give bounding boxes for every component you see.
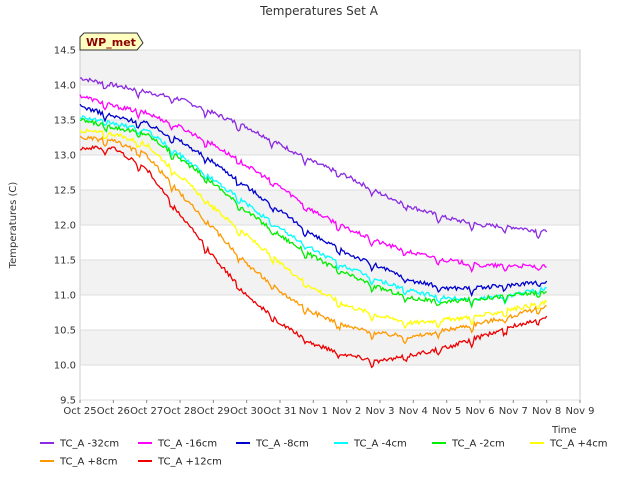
y-tick-label: 14.0 — [54, 81, 76, 92]
legend-label: TC_A +8cm — [59, 457, 118, 468]
x-tick-label: Oct 28 — [163, 406, 196, 417]
y-tick-label: 12.0 — [54, 221, 76, 232]
y-axis-ticks: 9.5 10.0 10.5 11.0 11.5 12.0 12.5 13.0 13.5 14.0 1… — [54, 46, 76, 407]
x-tick-label: Nov 3 — [365, 406, 394, 417]
y-tick-label: 11.5 — [54, 256, 76, 267]
legend-label: TC_A +4cm — [549, 439, 608, 450]
x-tick-label: Nov 8 — [532, 406, 561, 417]
y-tick-label: 13.0 — [54, 151, 76, 162]
x-tick-label: Oct 31 — [263, 406, 296, 417]
x-tick-label: Oct 27 — [130, 406, 163, 417]
series-line-tc-a-32cm — [80, 77, 548, 240]
x-tick-label: Nov 5 — [432, 406, 461, 417]
series-line-tc-a-4cm — [79, 128, 548, 330]
x-tick-label: Nov 6 — [465, 406, 494, 417]
chart-title: Temperatures Set A — [259, 4, 379, 18]
x-axis-label: Time — [551, 425, 576, 436]
y-tick-label: 12.5 — [54, 186, 76, 197]
grid-band — [80, 120, 580, 155]
x-tick-label: Oct 25 — [63, 406, 96, 417]
badge-shape — [79, 32, 144, 51]
x-tick-label: Oct 30 — [230, 406, 263, 417]
legend-label: TC_A -2cm — [451, 439, 505, 450]
x-tick-label: Nov 2 — [332, 406, 361, 417]
legend: TC_A -32cm TC_A -16cm TC_A -8cm TC_A -4cm TC… — [40, 439, 608, 468]
y-tick-label: 10.5 — [54, 326, 76, 337]
y-tick-label: 11.0 — [54, 291, 76, 302]
x-tick-label: Nov 4 — [399, 406, 428, 417]
y-tick-label: 14.5 — [54, 46, 76, 57]
series-line-tc-a-12cm — [79, 145, 548, 369]
series-lines — [79, 77, 548, 369]
legend-label: TC_A -16cm — [157, 439, 217, 450]
legend-label: TC_A -4cm — [353, 439, 407, 450]
wp-met-badge: WP_met — [79, 32, 144, 51]
legend-label: TC_A -32cm — [59, 439, 119, 450]
y-tick-label: 9.5 — [60, 396, 76, 407]
series-line-tc-a-8cm — [79, 103, 548, 298]
y-tick-label: 13.5 — [54, 116, 76, 127]
grid-band — [80, 330, 580, 365]
y-axis-label: Temperatures (C) — [8, 182, 19, 270]
series-line-tc-a-8cm — [79, 135, 547, 345]
x-tick-label: Oct 26 — [97, 406, 130, 417]
badge-text: WP_met — [86, 36, 136, 49]
series-line-tc-a-16cm — [79, 94, 547, 274]
x-axis-ticks: Oct 25 Oct 26 Oct 27 Oct 28 Oct 29 Oct 30 Oct … — [63, 400, 595, 417]
series-line-tc-a-2cm — [79, 117, 548, 309]
legend-label: TC_A -8cm — [255, 439, 309, 450]
x-tick-label: Nov 9 — [565, 406, 594, 417]
x-tick-label: Nov 7 — [499, 406, 528, 417]
legend-label: TC_A +12cm — [157, 457, 222, 468]
x-tick-label: Nov 1 — [299, 406, 328, 417]
grid-band — [80, 50, 580, 85]
y-tick-label: 10.0 — [54, 361, 76, 372]
x-tick-label: Oct 29 — [197, 406, 230, 417]
